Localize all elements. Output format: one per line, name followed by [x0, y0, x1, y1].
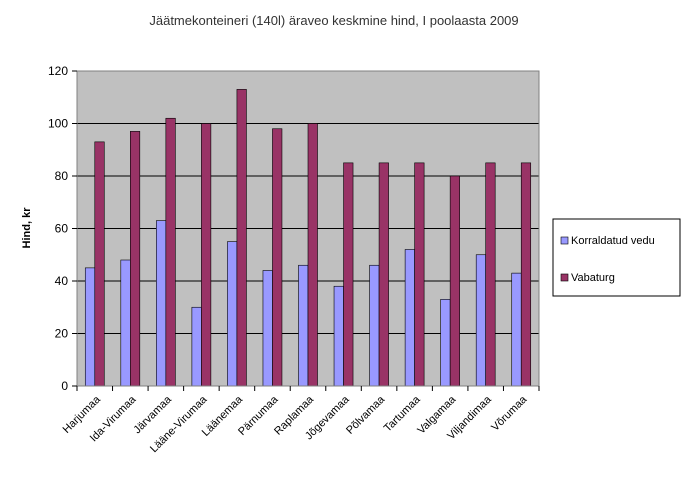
y-tick-label-20: 20 [55, 327, 69, 341]
y-tick-label-100: 100 [48, 117, 68, 131]
bar-vabaturg-tartumaa [414, 162, 425, 387]
bar-korraldatud-vedu-raplamaa [298, 264, 309, 387]
bar-korraldatud-vedu-vorumaa [511, 272, 522, 387]
bar-vabaturg-valgamaa [449, 175, 460, 387]
x-tick-label-vorumaa: Võrumaa [489, 393, 530, 434]
bar-vabaturg-laane-virumaa [201, 123, 212, 387]
x-tick-labels: HarjumaaIda-VirumaaJärvamaaLääne-Virumaa… [61, 386, 540, 455]
bar-vabaturg-polvamaa [378, 162, 389, 387]
bar-vabaturg-raplamaa [307, 123, 318, 387]
bar-vabaturg-jarvamaa [165, 117, 176, 387]
bars [84, 89, 532, 387]
legend-label-korraldatud-vedu: Korraldatud vedu [571, 235, 655, 247]
bar-vabaturg-jogevamaa [343, 162, 354, 387]
bar-korraldatud-vedu-valgamaa [440, 299, 451, 387]
y-tick-label-0: 0 [61, 379, 68, 393]
bar-korraldatud-vedu-parnumaa [262, 270, 273, 387]
bar-vabaturg-ida-virumaa [130, 131, 141, 387]
y-tick-label-60: 60 [55, 222, 69, 236]
x-tick-label-polvamaa: Põlvamaa [344, 393, 388, 437]
bar-korraldatud-vedu-polvamaa [369, 264, 380, 387]
bar-vabaturg-viljandimaa [485, 162, 496, 387]
legend: Korraldatud vedu Vabaturg [552, 218, 681, 297]
legend-box [552, 218, 681, 297]
y-tick-label-80: 80 [55, 169, 69, 183]
bar-vabaturg-parnumaa [272, 128, 283, 387]
legend-swatch-korraldatud-vedu [560, 236, 569, 245]
chart-title: Jäätmekonteineri (140l) äraveo keskmine … [149, 13, 518, 28]
bar-korraldatud-vedu-tartumaa [404, 249, 415, 387]
bar-korraldatud-vedu-laane-virumaa [191, 306, 202, 387]
y-tick-labels: 0 20 40 60 80 100 120 [48, 64, 77, 393]
bar-korraldatud-vedu-laanemaa [227, 241, 238, 387]
legend-swatch-vabaturg [560, 273, 569, 282]
bar-korraldatud-vedu-jogevamaa [333, 285, 344, 387]
bar-korraldatud-vedu-viljandimaa [475, 254, 486, 387]
bar-korraldatud-vedu-ida-virumaa [120, 259, 131, 387]
y-axis-label: Hind, kr [21, 207, 33, 249]
legend-label-vabaturg: Vabaturg [571, 272, 615, 284]
y-tick-label-40: 40 [55, 274, 69, 288]
bar-vabaturg-vorumaa [520, 162, 532, 387]
bar-korraldatud-vedu-jarvamaa [156, 220, 167, 387]
bar-korraldatud-vedu-harjumaa [84, 267, 96, 387]
y-tick-label-120: 120 [48, 64, 68, 78]
bar-vabaturg-laanemaa [236, 89, 247, 387]
bar-vabaturg-harjumaa [94, 141, 105, 387]
